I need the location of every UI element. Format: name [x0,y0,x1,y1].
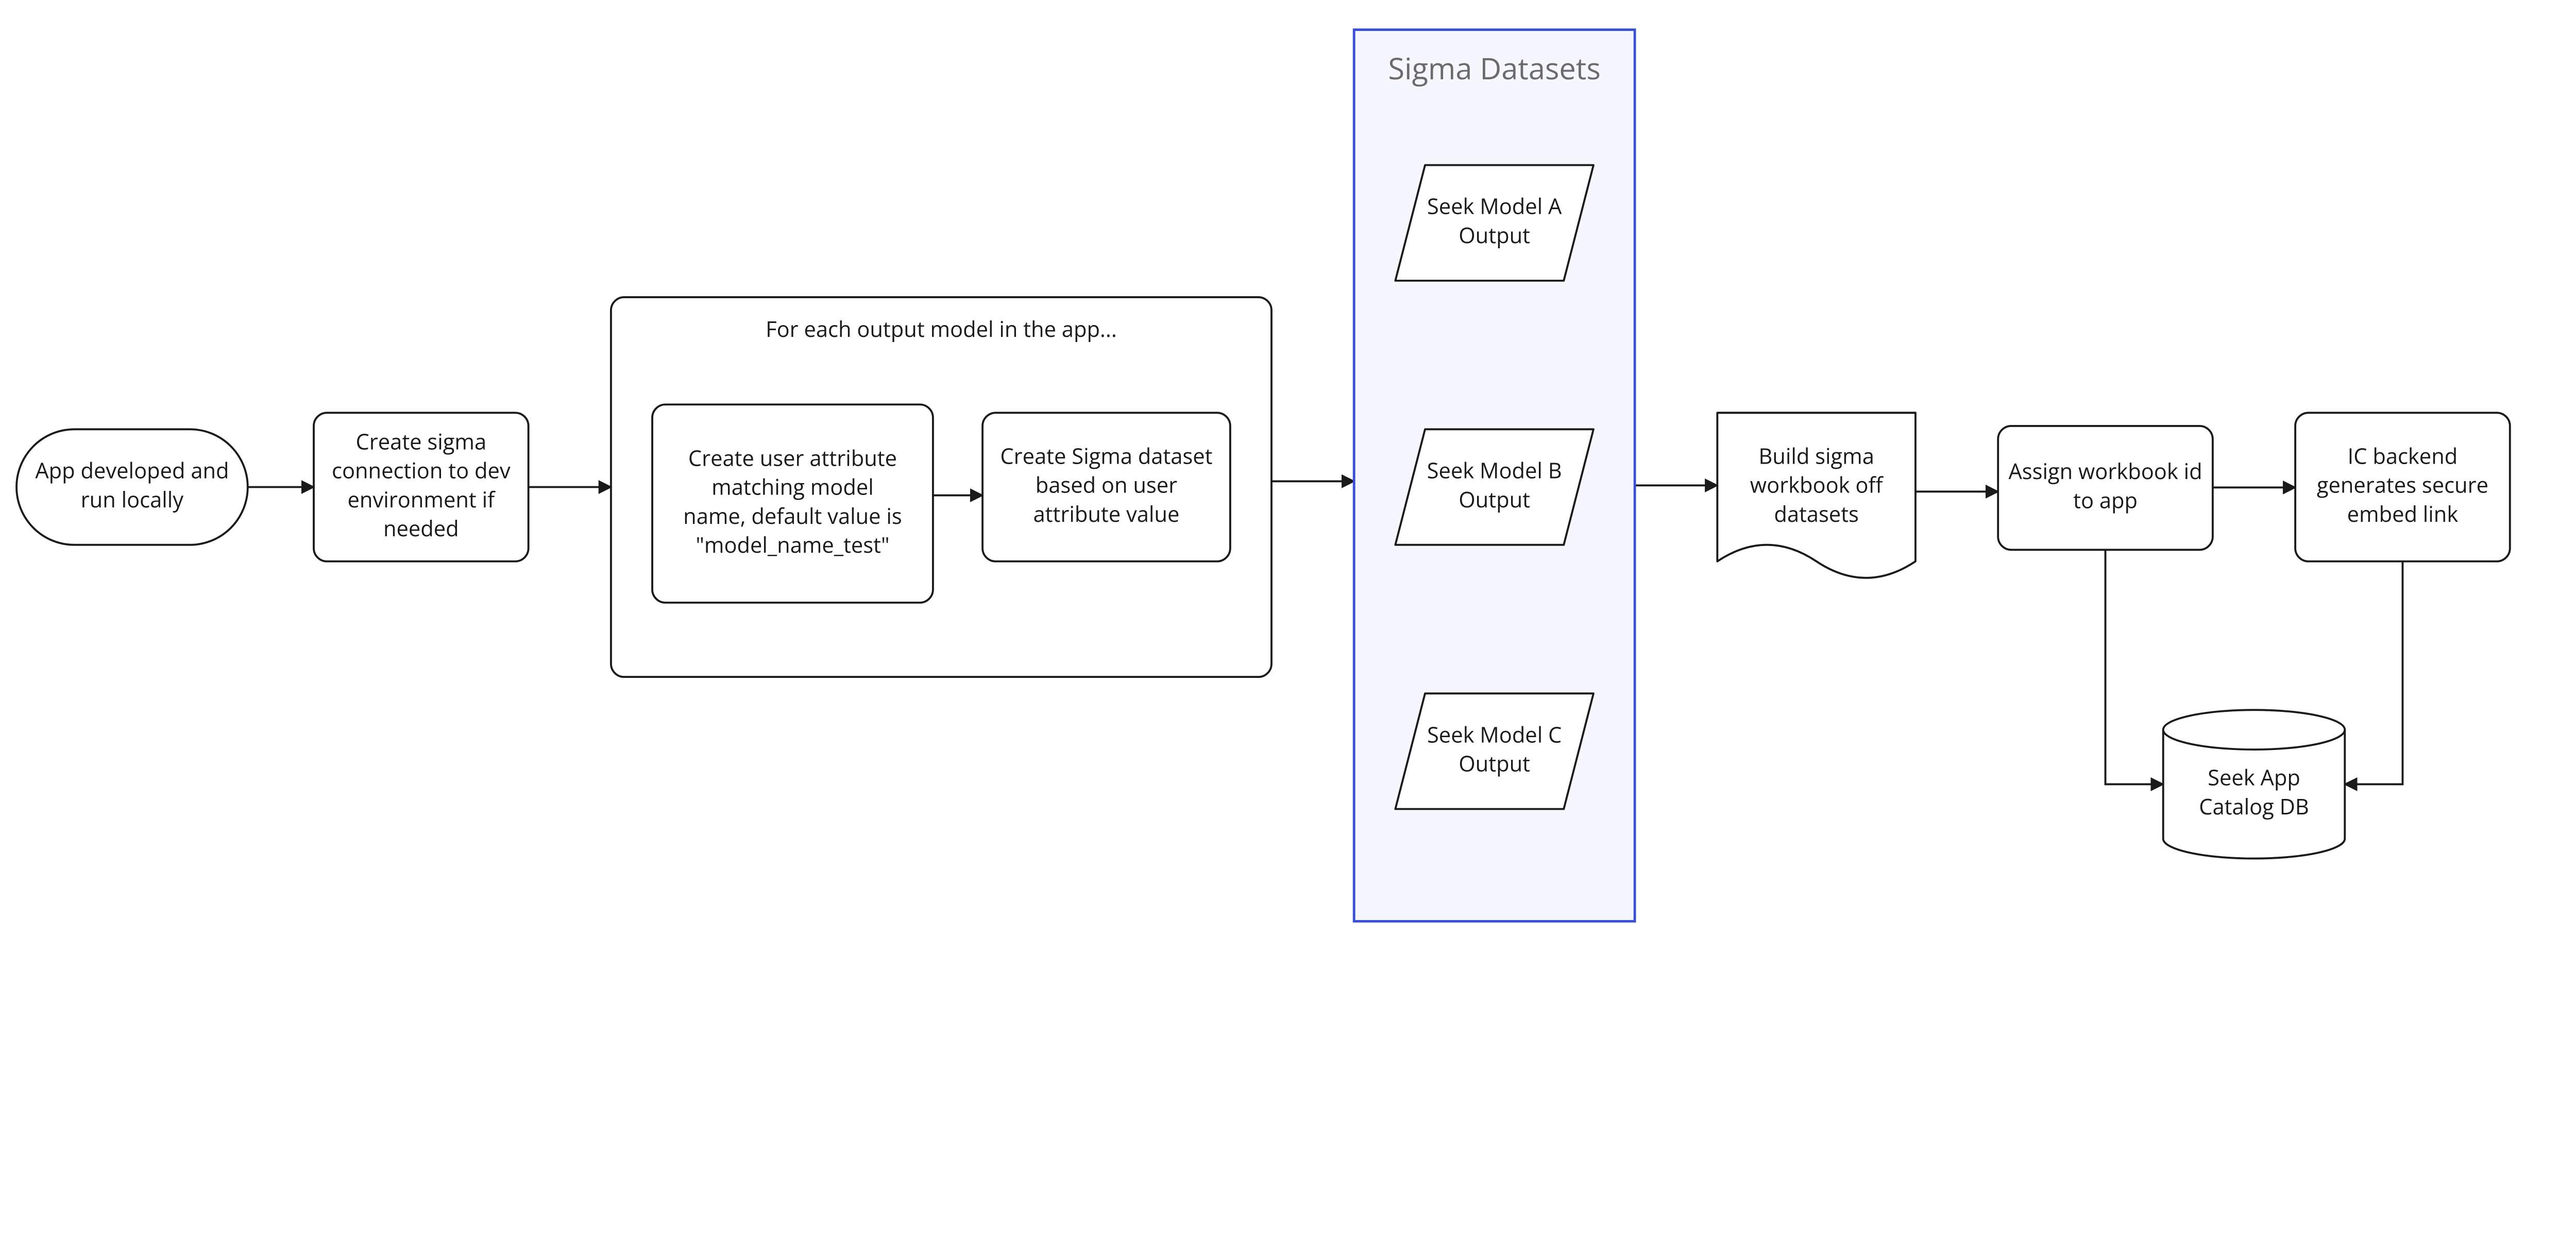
node-assign: Assign workbook idto app [1998,426,2213,550]
svg-text:Output: Output [1459,485,1530,514]
svg-text:embed link: embed link [2347,499,2459,529]
svg-text:Build sigma: Build sigma [1758,441,1874,470]
svg-text:Output: Output [1459,749,1530,778]
svg-text:Catalog DB: Catalog DB [2199,792,2309,821]
svg-text:Seek App: Seek App [2208,763,2300,792]
svg-text:needed: needed [383,514,459,543]
svg-text:Assign workbook id: Assign workbook id [2008,456,2202,486]
svg-text:run locally: run locally [81,485,184,514]
svg-text:generates secure: generates secure [2317,470,2488,500]
svg-text:Seek Model C: Seek Model C [1427,720,1562,749]
svg-text:name, default value is: name, default value is [683,501,902,531]
svg-text:based on user: based on user [1036,470,1177,500]
node-modelC: Seek Model COutput [1395,693,1594,809]
svg-text:Create sigma: Create sigma [356,427,487,456]
svg-text:matching model: matching model [711,472,874,502]
edge-backend-to-db [2345,561,2402,785]
node-dataset: Create Sigma datasetbased on userattribu… [982,413,1230,561]
svg-text:"model_name_test": "model_name_test" [696,530,889,559]
svg-text:Create Sigma dataset: Create Sigma dataset [1000,441,1212,470]
svg-text:attribute value: attribute value [1033,499,1179,529]
svg-text:workbook off: workbook off [1750,470,1884,500]
flowchart-canvas: For each output model in the app... Sigma… [0,0,2576,938]
node-db: Seek AppCatalog DB [2163,710,2345,858]
svg-text:Output: Output [1459,220,1530,250]
svg-text:connection to dev: connection to dev [332,456,511,485]
svg-text:datasets: datasets [1774,499,1859,529]
svg-text:Sigma Datasets: Sigma Datasets [1388,47,1600,88]
node-workbook: Build sigmaworkbook offdatasets [1717,413,1916,578]
svg-text:App developed and: App developed and [35,456,229,485]
node-backend: IC backendgenerates secureembed link [2295,413,2510,561]
node-modelB: Seek Model BOutput [1395,429,1594,544]
node-conn: Create sigmaconnection to devenvironment… [314,413,529,561]
svg-text:IC backend: IC backend [2348,441,2458,470]
node-attr: Create user attributematching modelname,… [652,404,933,603]
edge-assign-to-db [2106,550,2163,784]
svg-text:Create user attribute: Create user attribute [688,443,897,472]
node-start: App developed andrun locally [16,429,248,544]
svg-text:Seek Model A: Seek Model A [1427,192,1562,221]
node-modelA: Seek Model AOutput [1395,165,1594,281]
svg-text:Seek Model B: Seek Model B [1427,456,1562,485]
svg-text:environment if: environment if [348,485,496,514]
svg-text:For each output model in the a: For each output model in the app... [766,314,1117,344]
svg-text:to app: to app [2073,485,2138,515]
